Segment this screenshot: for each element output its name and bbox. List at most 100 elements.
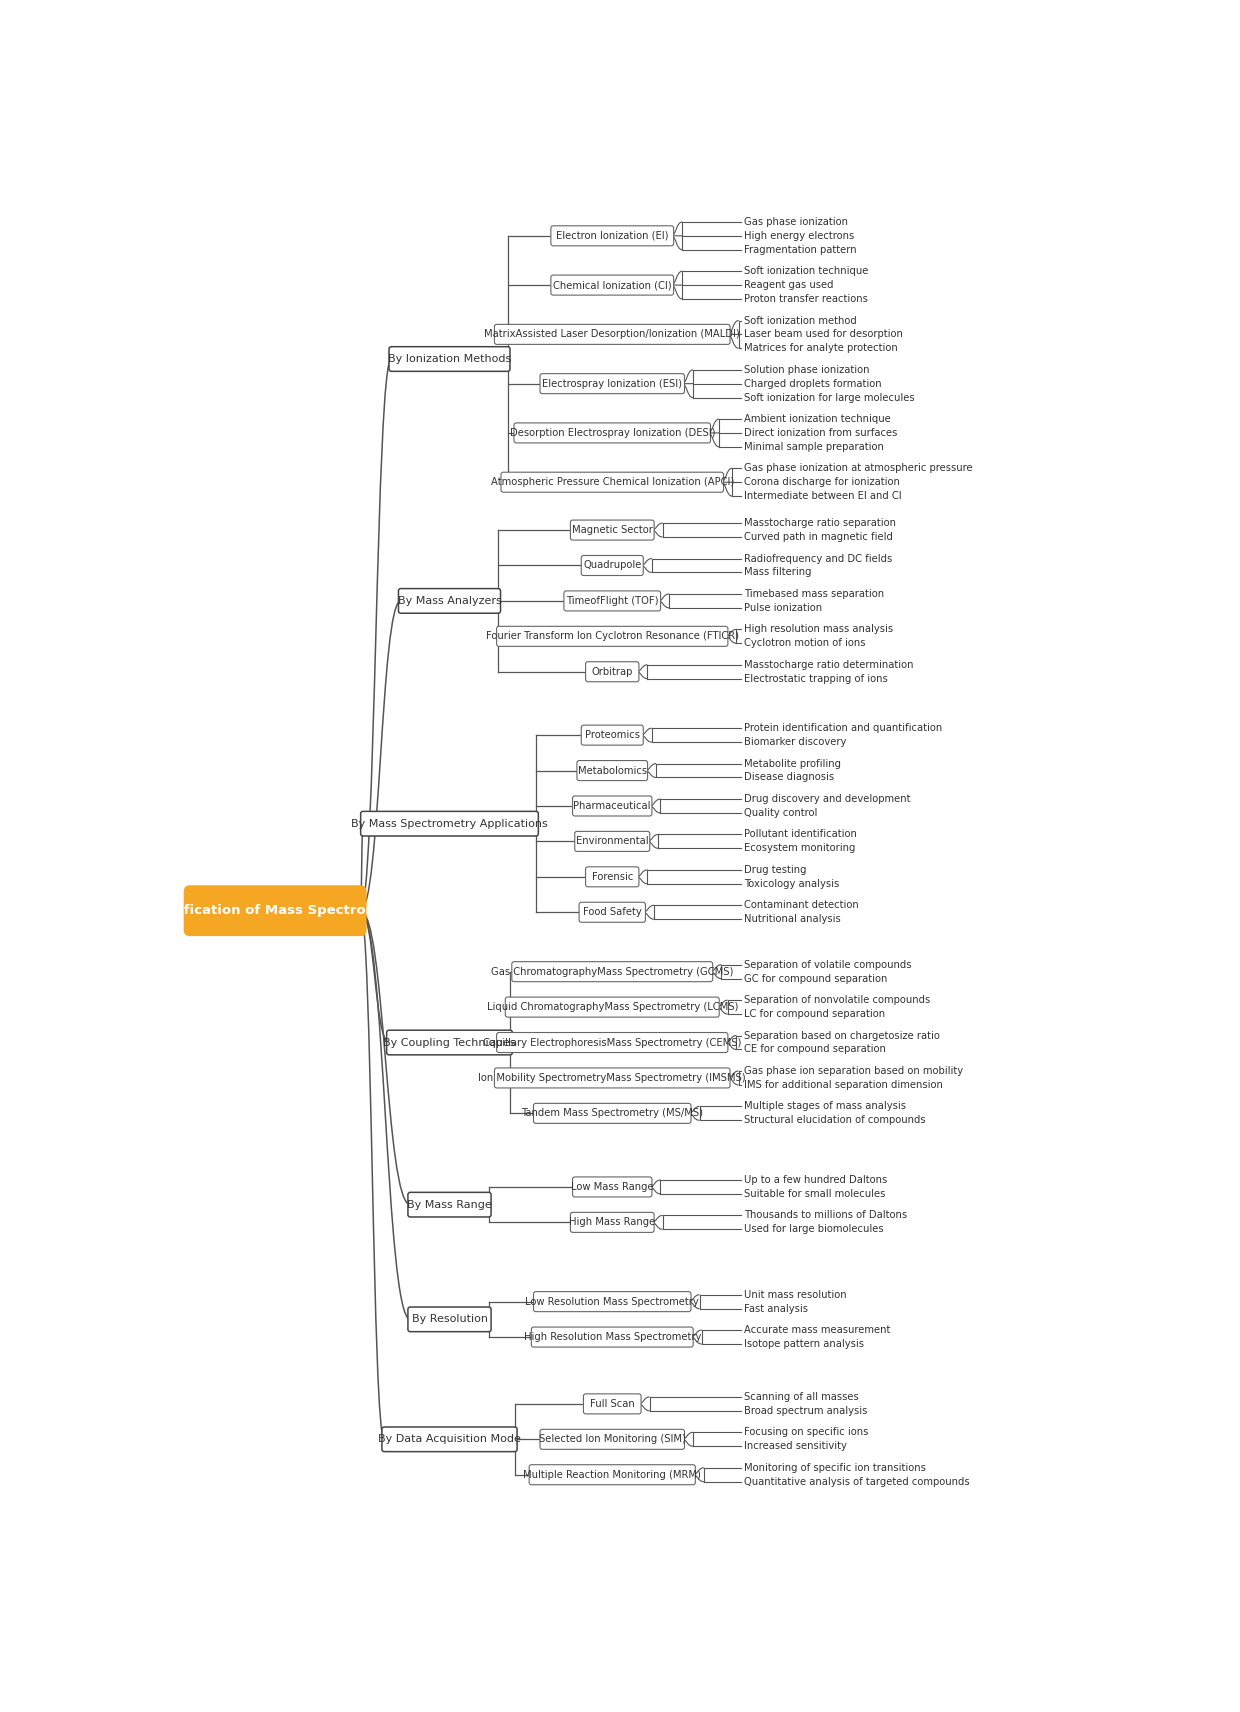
FancyBboxPatch shape <box>541 373 684 394</box>
Text: Laser beam used for desorption: Laser beam used for desorption <box>744 329 903 339</box>
FancyBboxPatch shape <box>570 1212 655 1233</box>
FancyBboxPatch shape <box>541 1430 684 1450</box>
Text: Food Safety: Food Safety <box>583 907 641 918</box>
Text: Cyclotron motion of ions: Cyclotron motion of ions <box>744 639 866 649</box>
Text: Minimal sample preparation: Minimal sample preparation <box>744 442 884 452</box>
FancyBboxPatch shape <box>585 663 639 681</box>
Text: Masstocharge ratio separation: Masstocharge ratio separation <box>744 519 897 527</box>
FancyBboxPatch shape <box>398 589 501 613</box>
Text: CE for compound separation: CE for compound separation <box>744 1044 885 1055</box>
Text: Intermediate between EI and CI: Intermediate between EI and CI <box>744 491 901 502</box>
Text: Reagent gas used: Reagent gas used <box>744 281 833 289</box>
Text: Forensic: Forensic <box>591 871 632 882</box>
FancyBboxPatch shape <box>389 348 510 372</box>
Text: Soft ionization technique: Soft ionization technique <box>744 267 868 276</box>
Text: Charged droplets formation: Charged droplets formation <box>744 378 882 389</box>
Text: Unit mass resolution: Unit mass resolution <box>744 1289 847 1299</box>
FancyBboxPatch shape <box>184 885 367 936</box>
Text: Monitoring of specific ion transitions: Monitoring of specific ion transitions <box>744 1462 926 1472</box>
Text: IMS for additional separation dimension: IMS for additional separation dimension <box>744 1080 942 1091</box>
Text: High Mass Range: High Mass Range <box>569 1217 656 1228</box>
FancyBboxPatch shape <box>575 832 650 851</box>
Text: Orbitrap: Orbitrap <box>591 666 632 676</box>
Text: Capillary ElectrophoresisMass Spectrometry (CEMS): Capillary ElectrophoresisMass Spectromet… <box>484 1037 742 1048</box>
Text: High energy electrons: High energy electrons <box>744 231 854 241</box>
Text: Timebased mass separation: Timebased mass separation <box>744 589 884 599</box>
FancyBboxPatch shape <box>573 796 652 817</box>
Text: By Coupling Techniques: By Coupling Techniques <box>383 1037 516 1048</box>
FancyBboxPatch shape <box>512 962 713 981</box>
Text: Multiple Reaction Monitoring (MRM): Multiple Reaction Monitoring (MRM) <box>523 1469 701 1479</box>
Text: Electrostatic trapping of ions: Electrostatic trapping of ions <box>744 675 888 683</box>
Text: Fast analysis: Fast analysis <box>744 1303 808 1313</box>
Text: Desorption Electrospray Ionization (DESI): Desorption Electrospray Ionization (DESI… <box>510 428 715 438</box>
Text: Nutritional analysis: Nutritional analysis <box>744 914 841 924</box>
Text: Radiofrequency and DC fields: Radiofrequency and DC fields <box>744 553 893 563</box>
Text: Quadrupole: Quadrupole <box>583 560 641 570</box>
Text: Atmospheric Pressure Chemical Ionization (APCI): Atmospheric Pressure Chemical Ionization… <box>491 478 734 488</box>
Text: Soft ionization method: Soft ionization method <box>744 315 857 325</box>
FancyBboxPatch shape <box>570 520 655 539</box>
Text: Low Mass Range: Low Mass Range <box>570 1181 653 1192</box>
Text: Direct ionization from surfaces: Direct ionization from surfaces <box>744 428 898 438</box>
Text: Curved path in magnetic field: Curved path in magnetic field <box>744 532 893 543</box>
Text: TimeofFlight (TOF): TimeofFlight (TOF) <box>565 596 658 606</box>
Text: Pharmaceutical: Pharmaceutical <box>573 801 651 811</box>
Text: Separation of nonvolatile compounds: Separation of nonvolatile compounds <box>744 995 930 1005</box>
FancyBboxPatch shape <box>501 473 724 493</box>
FancyBboxPatch shape <box>387 1031 512 1055</box>
Text: By Resolution: By Resolution <box>412 1315 487 1325</box>
Text: Corona discharge for ionization: Corona discharge for ionization <box>744 478 900 488</box>
FancyBboxPatch shape <box>573 1176 652 1197</box>
Text: LC for compound separation: LC for compound separation <box>744 1008 885 1019</box>
Text: Separation based on chargetosize ratio: Separation based on chargetosize ratio <box>744 1031 940 1041</box>
Text: Ambient ionization technique: Ambient ionization technique <box>744 414 890 425</box>
Text: Gas ChromatographyMass Spectrometry (GCMS): Gas ChromatographyMass Spectrometry (GCM… <box>491 967 733 976</box>
FancyBboxPatch shape <box>515 423 711 443</box>
Text: Metabolomics: Metabolomics <box>578 765 647 776</box>
Text: High Resolution Mass Spectrometry: High Resolution Mass Spectrometry <box>523 1332 701 1342</box>
Text: Masstocharge ratio determination: Masstocharge ratio determination <box>744 659 914 669</box>
Text: Drug discovery and development: Drug discovery and development <box>744 794 910 805</box>
Text: Protein identification and quantification: Protein identification and quantificatio… <box>744 722 942 733</box>
Text: Classification of Mass Spectrometry: Classification of Mass Spectrometry <box>140 904 410 918</box>
Text: Low Resolution Mass Spectrometry: Low Resolution Mass Spectrometry <box>526 1296 699 1306</box>
FancyBboxPatch shape <box>533 1291 691 1311</box>
Text: Liquid ChromatographyMass Spectrometry (LCMS): Liquid ChromatographyMass Spectrometry (… <box>486 1002 738 1012</box>
Text: Focusing on specific ions: Focusing on specific ions <box>744 1428 868 1438</box>
FancyBboxPatch shape <box>495 324 730 344</box>
FancyBboxPatch shape <box>408 1306 491 1332</box>
FancyBboxPatch shape <box>564 591 661 611</box>
Text: Tandem Mass Spectrometry (MS/MS): Tandem Mass Spectrometry (MS/MS) <box>521 1108 703 1118</box>
Text: Soft ionization for large molecules: Soft ionization for large molecules <box>744 392 915 402</box>
Text: Ecosystem monitoring: Ecosystem monitoring <box>744 844 856 853</box>
FancyBboxPatch shape <box>361 811 538 835</box>
Text: Metabolite profiling: Metabolite profiling <box>744 758 841 769</box>
Text: By Data Acquisition Mode: By Data Acquisition Mode <box>378 1435 521 1445</box>
Text: Electron Ionization (EI): Electron Ionization (EI) <box>556 231 668 241</box>
Text: Multiple stages of mass analysis: Multiple stages of mass analysis <box>744 1101 906 1111</box>
Text: Magnetic Sector: Magnetic Sector <box>572 526 652 536</box>
Text: GC for compound separation: GC for compound separation <box>744 974 888 984</box>
Text: Up to a few hundred Daltons: Up to a few hundred Daltons <box>744 1174 888 1185</box>
Text: Scanning of all masses: Scanning of all masses <box>744 1392 859 1402</box>
Text: By Mass Spectrometry Applications: By Mass Spectrometry Applications <box>351 818 548 829</box>
Text: Mass filtering: Mass filtering <box>744 567 811 577</box>
Text: By Mass Analyzers: By Mass Analyzers <box>398 596 501 606</box>
FancyBboxPatch shape <box>582 555 644 575</box>
FancyBboxPatch shape <box>577 760 647 781</box>
FancyBboxPatch shape <box>579 902 646 923</box>
Text: Electrospray Ionization (ESI): Electrospray Ionization (ESI) <box>542 378 682 389</box>
Text: Pollutant identification: Pollutant identification <box>744 830 857 839</box>
Text: Isotope pattern analysis: Isotope pattern analysis <box>744 1339 864 1349</box>
Text: Structural elucidation of compounds: Structural elucidation of compounds <box>744 1115 925 1125</box>
FancyBboxPatch shape <box>583 1394 641 1414</box>
Text: Environmental: Environmental <box>575 837 649 846</box>
Text: Selected Ion Monitoring (SIM): Selected Ion Monitoring (SIM) <box>539 1435 686 1445</box>
Text: Disease diagnosis: Disease diagnosis <box>744 772 835 782</box>
Text: Fourier Transform Ion Cyclotron Resonance (FTICR): Fourier Transform Ion Cyclotron Resonanc… <box>486 632 739 642</box>
FancyBboxPatch shape <box>506 996 719 1017</box>
Text: By Ionization Methods: By Ionization Methods <box>388 354 511 365</box>
FancyBboxPatch shape <box>529 1465 696 1484</box>
FancyBboxPatch shape <box>382 1428 517 1452</box>
